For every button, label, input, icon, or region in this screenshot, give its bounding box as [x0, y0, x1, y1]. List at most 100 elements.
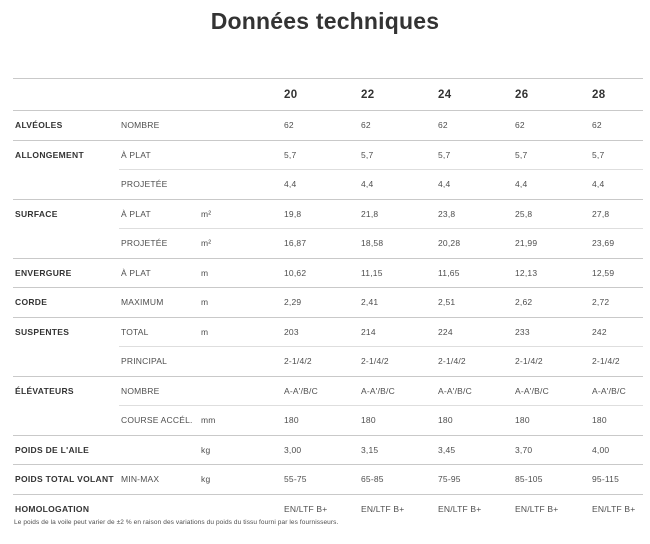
value-cell: 214	[359, 316, 436, 347]
table-row: PROJETÉE 4,4 4,4 4,4 4,4 4,4	[13, 169, 643, 199]
table-row: HOMOLOGATION EN/LTF B+ EN/LTF B+ EN/LTF B+ E…	[13, 493, 643, 523]
value-cell: 20,28	[436, 228, 513, 258]
value-cell: 23,69	[590, 228, 643, 258]
value-cell: 2,29	[282, 287, 359, 317]
value-cell: A-A'/B/C	[513, 375, 590, 406]
value-cell: 5,7	[282, 139, 359, 170]
category-cell: POIDS TOTAL VOLANT	[13, 464, 119, 494]
table-row: ALVÉOLES NOMBRE 62 62 62 62 62	[13, 110, 643, 140]
value-cell: EN/LTF B+	[282, 493, 359, 523]
unit-cell: m	[199, 316, 282, 347]
value-cell: 224	[436, 316, 513, 347]
value-cell: 27,8	[590, 198, 643, 229]
table-row: PROJETÉE m² 16,87 18,58 20,28 21,99 23,69	[13, 228, 643, 258]
value-cell: A-A'/B/C	[359, 375, 436, 406]
value-cell: 10,62	[282, 257, 359, 288]
spec-label-cell: MAXIMUM	[119, 287, 199, 317]
value-cell: 12,13	[513, 257, 590, 288]
value-cell: 18,58	[359, 228, 436, 258]
value-cell: A-A'/B/C	[590, 375, 643, 406]
spec-label-cell: PROJETÉE	[119, 169, 199, 199]
unit-cell: mm	[199, 405, 282, 435]
unit-cell	[199, 493, 282, 523]
value-cell: 3,15	[359, 434, 436, 465]
value-cell: 21,99	[513, 228, 590, 258]
category-cell: POIDS DE L'AILE	[13, 434, 119, 465]
table-row: SURFACE À PLAT m² 19,8 21,8 23,8 25,8 27,8	[13, 198, 643, 258]
unit-cell: m	[199, 287, 282, 317]
value-cell: 2-1/4/2	[282, 346, 359, 376]
value-cell: 5,7	[590, 139, 643, 170]
size-column-header: 24	[436, 78, 513, 111]
header-spacer-unit	[199, 78, 282, 111]
size-column-header: 22	[359, 78, 436, 111]
value-cell: 3,45	[436, 434, 513, 465]
spec-label-cell: PROJETÉE	[119, 228, 199, 258]
value-cell: 2,51	[436, 287, 513, 317]
value-cell: 4,4	[513, 169, 590, 199]
value-cell: 75-95	[436, 464, 513, 494]
unit-cell: m²	[199, 228, 282, 258]
value-cell: 3,70	[513, 434, 590, 465]
category-cell: ENVERGURE	[13, 257, 119, 288]
unit-cell: m²	[199, 198, 282, 229]
table-row: COURSE ACCÉL. mm 180 180 180 180 180	[13, 405, 643, 435]
value-cell: 4,4	[282, 169, 359, 199]
category-cell: CORDE	[13, 287, 119, 317]
header-spacer-category	[13, 78, 119, 111]
category-cell: ÉLÉVATEURS	[13, 375, 119, 435]
value-cell: EN/LTF B+	[513, 493, 590, 523]
table-row: PRINCIPAL 2-1/4/2 2-1/4/2 2-1/4/2 2-1/4/2 2-1…	[13, 346, 643, 376]
value-cell: 2-1/4/2	[359, 346, 436, 376]
category-cell: ALLONGEMENT	[13, 139, 119, 199]
unit-cell	[199, 375, 282, 406]
value-cell: A-A'/B/C	[282, 375, 359, 406]
spec-label-cell	[119, 493, 199, 523]
table-row: POIDS DE L'AILE kg 3,00 3,15 3,45 3,70 4,00	[13, 434, 643, 465]
value-cell: 62	[513, 110, 590, 140]
value-cell: 2-1/4/2	[590, 346, 643, 376]
value-cell: 19,8	[282, 198, 359, 229]
value-cell: 180	[513, 405, 590, 435]
value-cell: 11,15	[359, 257, 436, 288]
value-cell: 62	[436, 110, 513, 140]
header-spacer-label	[119, 78, 199, 111]
value-cell: 4,4	[436, 169, 513, 199]
value-cell: 85-105	[513, 464, 590, 494]
value-cell: 2,72	[590, 287, 643, 317]
value-cell: 180	[590, 405, 643, 435]
value-cell: 2,41	[359, 287, 436, 317]
value-cell: 2-1/4/2	[436, 346, 513, 376]
size-column-header: 20	[282, 78, 359, 111]
value-cell: 62	[359, 110, 436, 140]
category-cell: HOMOLOGATION	[13, 493, 119, 523]
size-column-header: 28	[590, 78, 643, 111]
size-column-header: 26	[513, 78, 590, 111]
size-header-row: 20 22 24 26 28	[13, 78, 643, 111]
table-row: ALLONGEMENT À PLAT 5,7 5,7 5,7 5,7 5,7	[13, 139, 643, 199]
unit-cell	[199, 169, 282, 199]
value-cell: 4,00	[590, 434, 643, 465]
value-cell: 3,00	[282, 434, 359, 465]
footnote-text: Le poids de la voile peut varier de ±2 %…	[14, 519, 339, 526]
value-cell: 233	[513, 316, 590, 347]
spec-label-cell: COURSE ACCÉL.	[119, 405, 199, 435]
spec-label-cell: TOTAL	[119, 316, 199, 347]
value-cell: 12,59	[590, 257, 643, 288]
value-cell: 62	[590, 110, 643, 140]
table-row: POIDS TOTAL VOLANT MIN-MAX kg 55-75 65-85 75-…	[13, 464, 643, 494]
category-cell: SUSPENTES	[13, 316, 119, 376]
table-row: ÉLÉVATEURS NOMBRE A-A'/B/C A-A'/B/C A-A'/B/C…	[13, 375, 643, 435]
value-cell: 4,4	[359, 169, 436, 199]
value-cell: 180	[282, 405, 359, 435]
value-cell: 180	[436, 405, 513, 435]
value-cell: 180	[359, 405, 436, 435]
value-cell: 65-85	[359, 464, 436, 494]
value-cell: 242	[590, 316, 643, 347]
value-cell: 2,62	[513, 287, 590, 317]
spec-label-cell: MIN-MAX	[119, 464, 199, 494]
spec-label-cell: PRINCIPAL	[119, 346, 199, 376]
value-cell: EN/LTF B+	[590, 493, 643, 523]
table-row: ENVERGURE À PLAT m 10,62 11,15 11,65 12,13 12,5…	[13, 257, 643, 288]
